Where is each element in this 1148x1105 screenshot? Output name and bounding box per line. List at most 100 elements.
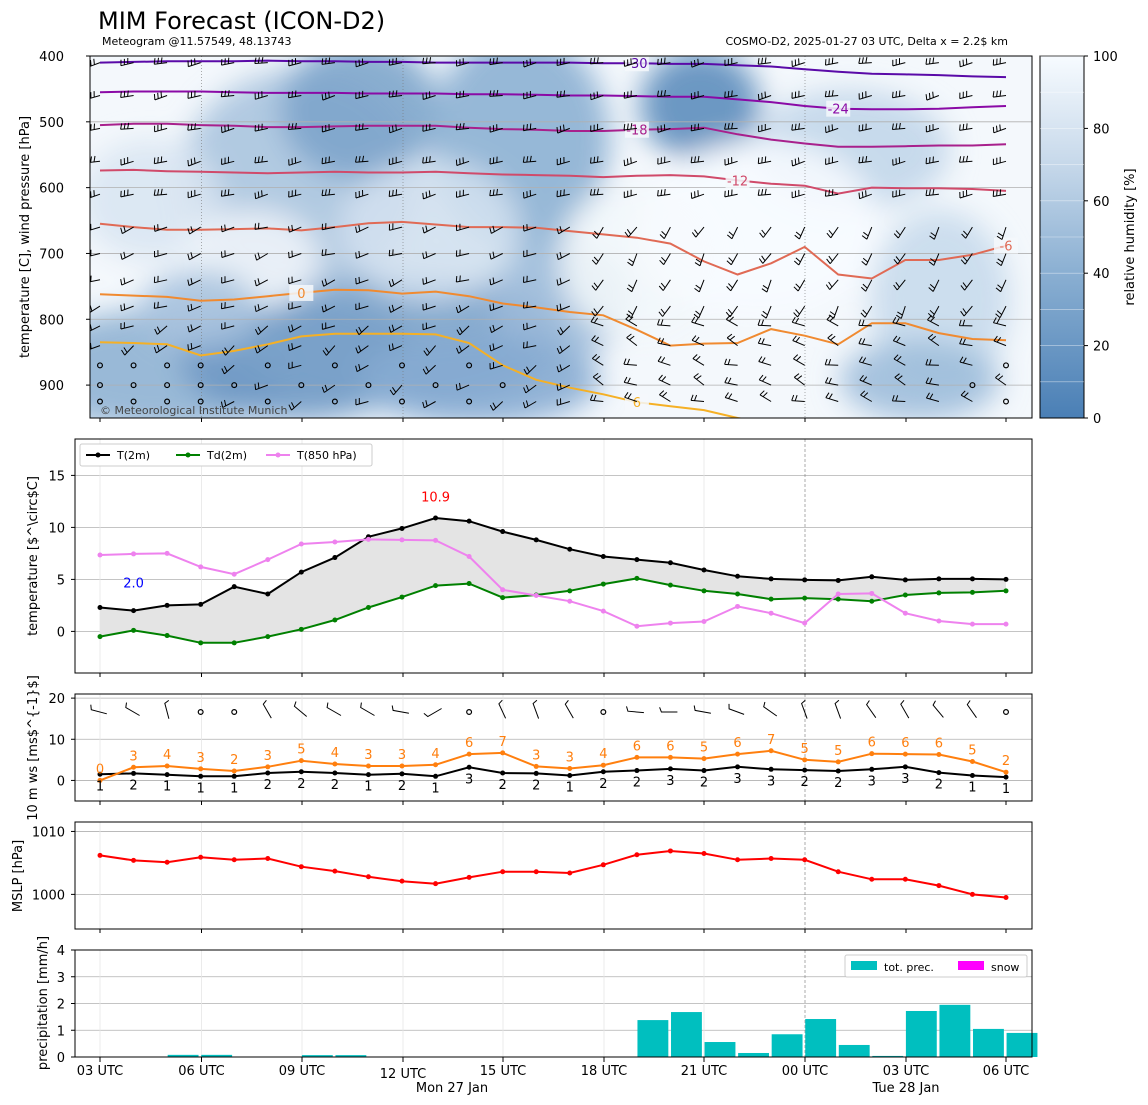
temperature-series-0-point [634,557,640,563]
wind-barb [388,189,403,197]
precip-bar [905,1010,937,1057]
wind-barb [623,358,637,366]
wind-barb [724,189,738,198]
wind-barb [187,58,201,68]
wind-barb [422,225,436,234]
wind-barb [489,225,503,234]
humidity-blob [640,140,880,320]
wind-barb [591,253,604,265]
speed-label: 2 [700,776,708,791]
mslp-series-point [533,869,539,875]
wind-series-0-point [198,773,204,779]
isotherm-line [99,332,744,418]
wind-barb [556,398,570,406]
wind-barb [221,276,235,284]
wind-barb [221,322,235,330]
temperature-series-0-point [600,554,606,560]
wind-barb [589,394,604,402]
surface-wind-barb [532,699,540,719]
wind-barb [489,188,503,197]
calm-wind-marker [96,362,103,369]
pressure-tick-label: 500 [39,116,64,131]
wind-barb [90,123,101,131]
temperature-series-2-point [500,587,506,593]
wind-barb [724,157,738,166]
surface-wind-barb [865,700,877,718]
value-tick-label: 10 [48,521,65,536]
gust-label: 3 [264,749,272,764]
temperature-series-0-point [265,591,271,597]
wind-barb [355,123,369,131]
pressure-tick-label: 600 [39,182,64,197]
wind-barb [153,224,168,232]
calm-wind-marker [331,398,338,405]
wind-barb [929,226,940,240]
isotherm-label-mask [624,121,649,138]
wind-barb [592,372,604,386]
wind-speed-series [97,748,1009,783]
precip-legend-entries: tot. prec. snow [851,961,1019,974]
wind-barb [690,123,705,132]
value-tick-label: 10 [48,733,65,748]
gust-label: 3 [398,748,406,763]
surface-wind-barb [391,705,409,714]
wind-barb [960,253,973,265]
temperature-series-0-point [500,529,506,535]
wind-barb [793,279,806,292]
wind-barb [892,58,906,67]
gust-label: 7 [499,735,507,750]
gust-label: 6 [868,736,876,751]
precip-legend-label: snow [991,961,1019,974]
speed-label: 3 [901,772,909,787]
legend-marker [95,452,101,458]
wind-barb [254,304,269,313]
wind-barb [355,225,369,234]
mslp-series-point [399,878,405,884]
surface-wind-barb [293,701,308,717]
speed-label: 3 [733,772,741,787]
temperature-series-2-point [533,593,539,599]
wind-series-0-point [667,766,673,772]
wind-barb [288,250,302,259]
wind-barb [254,222,268,230]
gust-label: 2 [230,753,238,768]
precip-axis-ticks: 0 1 2 3 4 [57,944,75,1066]
gust-label: 6 [465,736,473,751]
wind-barb [523,275,537,283]
colorbar-ticks: 0 20 40 60 80 100 [1084,50,1118,427]
temperature-series-0-point [667,560,673,566]
wind-barb [90,275,101,283]
wind-series-1-point [298,758,304,764]
wind-barb [858,337,872,347]
wind-barb [590,123,604,132]
mslp-series-point [701,850,707,856]
wind-barb [489,89,503,97]
precip-bar [637,1020,669,1057]
mslp-series-point [634,852,640,858]
pressure-axis-ticks: 400 500 600 700 800 900 [39,50,90,394]
mslp-series-point [298,864,304,870]
legend-label: T(850 hPa) [296,449,357,462]
wind-barb [759,390,772,402]
wind-barb [658,279,671,291]
wind-barb [153,188,168,196]
wind-barb [187,123,201,131]
wind-barb [825,279,839,290]
wind-barb [624,226,638,238]
speed-label: 2 [834,776,842,791]
wind-barb [187,189,201,199]
wind-barb [321,304,336,313]
wind-barb [858,91,872,100]
wind-series-0-point [466,764,472,770]
temperature-series-2-point [131,551,137,557]
wind-barb [355,276,369,285]
wind-barb [758,356,772,366]
mslp-axis-label: MSLP [hPa] [11,840,26,912]
wind-barb [825,124,839,134]
wind-barb [959,189,973,199]
wind-barb [422,303,436,311]
temperature-series-1-point [835,596,841,602]
wind-barb [321,384,336,393]
wind-series-0-point [869,766,875,772]
wind-barb [892,90,906,99]
